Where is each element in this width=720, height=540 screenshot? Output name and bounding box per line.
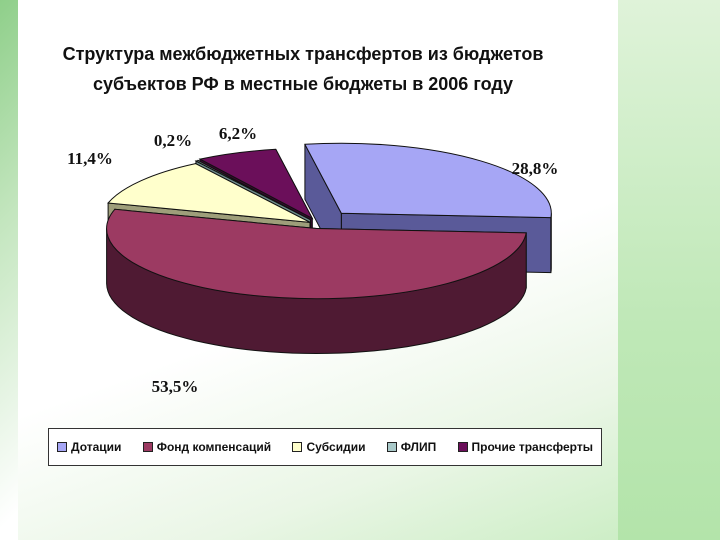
chart-title-line-1: Структура межбюджетных трансфертов из бю… [63,44,544,64]
legend-swatch [292,442,303,452]
pie-chart: Структура межбюджетных трансфертов из бю… [63,44,559,396]
legend-item-prochie: Прочие трансферты [457,440,593,454]
chart-title-line-2: субъектов РФ в местные бюджеты в 2006 го… [93,74,513,94]
data-label-prochie: 6,2% [219,124,257,143]
legend-swatch [57,442,67,452]
slice-dotacii-top [304,142,552,219]
legend-swatch [386,442,397,452]
slide-right-band [618,0,720,540]
slice-fond-kompensaciy-top [106,208,527,300]
slice-flip-top [194,159,311,221]
pie-slices [106,142,552,355]
legend-label: ФЛИП [400,440,437,454]
data-label-subsidii: 11,4% [67,149,113,168]
legend-item-flip: ФЛИП [386,440,437,454]
slice-subsidii-top [107,163,311,223]
legend-label: Фонд компенсаций [156,440,272,454]
legend-item-subsidii: Субсидии [292,440,365,454]
data-label-fond-kompensaciy: 53,5% [152,377,199,396]
slice-prochie-top [198,148,314,220]
legend-label: Дотации [71,440,122,454]
chart-panel: Структура межбюджетных трансфертов из бю… [18,0,618,540]
legend-item-fond-kompensaciy: Фонд компенсаций [142,440,272,454]
slice-fond-kompensaciy [106,208,527,355]
legend-label: Прочие трансферты [471,440,593,454]
legend-item-dotacii: Дотации [57,440,121,454]
data-label-flip: 0,2% [154,131,192,150]
data-labels: 28,8% 53,5% 11,4% 0,2% 6,2% [67,124,558,396]
legend-swatch [457,442,468,452]
legend-swatch [142,442,153,452]
data-label-dotacii: 28,8% [512,159,559,178]
chart-legend: Дотации Фонд компенсаций Субсидии ФЛИП П… [48,428,602,466]
legend-label: Субсидии [306,440,366,454]
